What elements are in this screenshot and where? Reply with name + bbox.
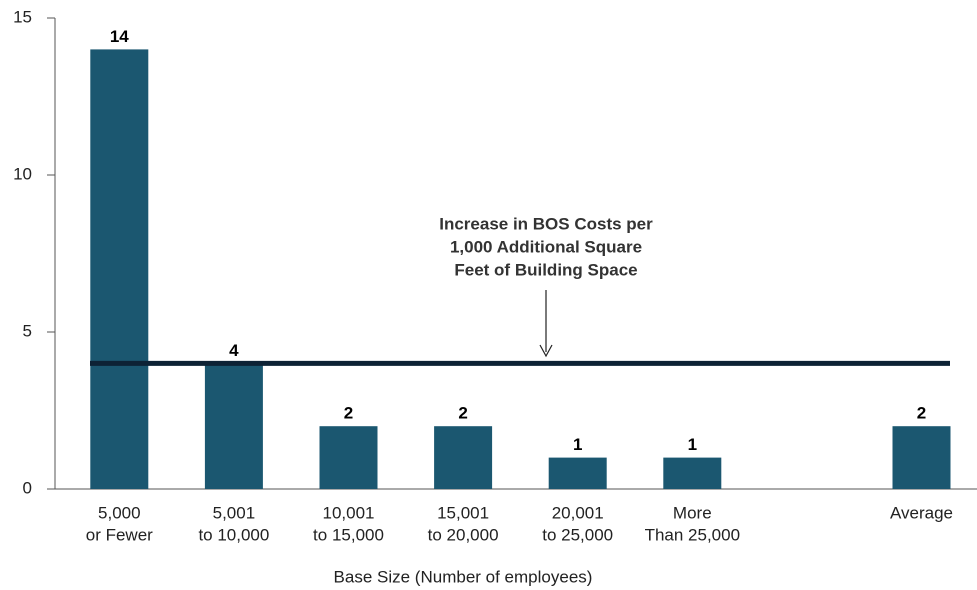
- value-label: 1: [688, 435, 697, 454]
- x-tick-label: to 15,000: [313, 525, 384, 544]
- x-tick-label: More: [673, 503, 712, 522]
- value-label: 14: [110, 27, 129, 46]
- bar: [548, 457, 607, 489]
- bar: [319, 426, 378, 489]
- y-tick-label: 10: [13, 164, 32, 183]
- y-tick-label: 15: [13, 7, 32, 26]
- x-tick-label: 10,001: [323, 503, 375, 522]
- annotation: Feet of Building Space: [454, 260, 637, 279]
- x-axis-label: Base Size (Number of employees): [334, 567, 593, 586]
- value-label: 2: [917, 404, 926, 423]
- x-tick-label: 20,001: [552, 503, 604, 522]
- y-tick-label: 0: [23, 478, 32, 497]
- x-tick-label: Than 25,000: [645, 525, 740, 544]
- annotation: Increase in BOS Costs per: [439, 214, 653, 233]
- value-label: 2: [458, 404, 467, 423]
- bar: [663, 457, 722, 489]
- bar: [204, 363, 263, 489]
- value-label: 1: [573, 435, 582, 454]
- x-tick-label: to 10,000: [198, 525, 269, 544]
- value-label: 2: [344, 404, 353, 423]
- x-tick-label: 5,000: [98, 503, 141, 522]
- x-tick-label: to 25,000: [542, 525, 613, 544]
- bar: [892, 426, 951, 489]
- bar: [434, 426, 493, 489]
- value-label: 4: [229, 341, 239, 360]
- bar: [90, 49, 149, 490]
- arrow-head: [539, 344, 553, 358]
- x-tick-label: 5,001: [213, 503, 256, 522]
- annotation: 1,000 Additional Square: [450, 237, 642, 256]
- x-tick-label: or Fewer: [86, 525, 153, 544]
- x-tick-label: to 20,000: [428, 525, 499, 544]
- x-tick-label: 15,001: [437, 503, 489, 522]
- y-tick-label: 5: [23, 321, 32, 340]
- x-tick-label: Average: [890, 503, 953, 522]
